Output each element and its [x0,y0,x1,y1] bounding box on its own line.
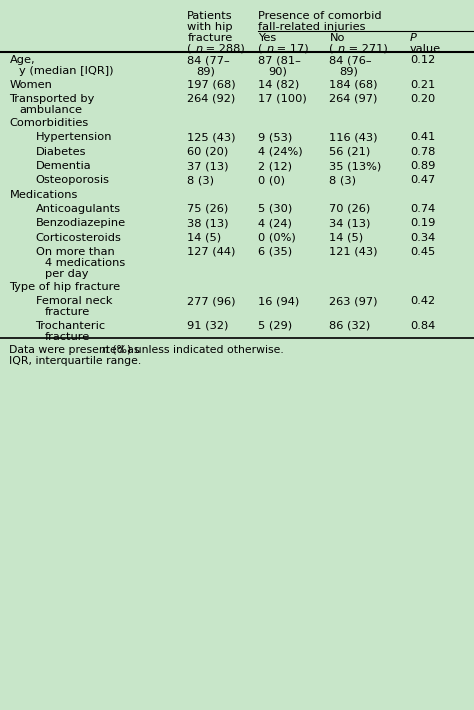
Text: 264 (92): 264 (92) [187,94,236,104]
Text: 0.21: 0.21 [410,80,435,89]
Text: 0.34: 0.34 [410,233,435,243]
Text: 4 medications: 4 medications [45,258,125,268]
Text: 8 (3): 8 (3) [329,175,356,185]
Text: 60 (20): 60 (20) [187,147,228,157]
Text: = 17): = 17) [273,43,309,54]
Text: Type of hip fracture: Type of hip fracture [9,282,120,292]
Text: 121 (43): 121 (43) [329,247,378,257]
Text: 127 (44): 127 (44) [187,247,236,257]
Text: 0.74: 0.74 [410,204,435,214]
Text: Anticoagulants: Anticoagulants [36,204,121,214]
Text: 14 (5): 14 (5) [187,233,221,243]
Text: 0.20: 0.20 [410,94,435,104]
Text: Women: Women [9,80,52,89]
Text: 38 (13): 38 (13) [187,218,229,228]
Text: 197 (68): 197 (68) [187,80,236,89]
Text: Femoral neck: Femoral neck [36,296,112,307]
Text: with hip: with hip [187,21,233,32]
Text: 277 (96): 277 (96) [187,296,236,307]
Text: Diabetes: Diabetes [36,147,86,157]
Text: (%) unless indicated otherwise.: (%) unless indicated otherwise. [109,345,284,355]
Text: Yes: Yes [258,33,277,43]
Text: value: value [410,43,441,54]
Text: Comorbidities: Comorbidities [9,118,89,128]
Text: 90): 90) [268,66,287,77]
Text: Medications: Medications [9,190,78,200]
Text: 16 (94): 16 (94) [258,296,300,307]
Text: Data were presented as: Data were presented as [9,345,144,355]
Text: 0.19: 0.19 [410,218,436,228]
Text: y (median [IQR]): y (median [IQR]) [19,66,113,77]
Text: 87 (81–: 87 (81– [258,55,301,65]
Text: Corticosteroids: Corticosteroids [36,233,121,243]
Text: 75 (26): 75 (26) [187,204,228,214]
Text: ambulance: ambulance [19,105,82,115]
Text: Presence of comorbid: Presence of comorbid [258,11,382,21]
Text: 89): 89) [197,66,216,77]
Text: 86 (32): 86 (32) [329,321,371,331]
Text: 17 (100): 17 (100) [258,94,307,104]
Text: Hypertension: Hypertension [36,133,112,143]
Text: 5 (29): 5 (29) [258,321,292,331]
Text: 14 (82): 14 (82) [258,80,300,89]
Text: = 288): = 288) [202,43,245,54]
Text: n: n [102,345,109,355]
Text: n: n [196,43,203,54]
Text: 56 (21): 56 (21) [329,147,371,157]
Text: 37 (13): 37 (13) [187,161,229,171]
Text: 125 (43): 125 (43) [187,133,236,143]
Text: 0.41: 0.41 [410,133,435,143]
Text: fall-related injuries: fall-related injuries [258,21,366,32]
Text: 2 (12): 2 (12) [258,161,292,171]
Text: (: ( [187,43,191,54]
Text: 0 (0%): 0 (0%) [258,233,296,243]
Text: per day: per day [45,269,89,279]
Text: Transported by: Transported by [9,94,95,104]
Text: (: ( [258,43,263,54]
Text: 0.78: 0.78 [410,147,436,157]
Text: Age,: Age, [9,55,35,65]
Text: 0.89: 0.89 [410,161,436,171]
Text: Osteoporosis: Osteoporosis [36,175,109,185]
Text: n: n [267,43,274,54]
Text: Patients: Patients [187,11,233,21]
Text: 0.84: 0.84 [410,321,435,331]
Text: 84 (77–: 84 (77– [187,55,230,65]
Text: 70 (26): 70 (26) [329,204,371,214]
Text: 8 (3): 8 (3) [187,175,214,185]
Text: = 271): = 271) [345,43,387,54]
Text: 0 (0): 0 (0) [258,175,285,185]
Text: fracture: fracture [187,33,232,43]
Text: 4 (24%): 4 (24%) [258,147,303,157]
Text: 4 (24): 4 (24) [258,218,292,228]
Text: 0.12: 0.12 [410,55,435,65]
Text: 9 (53): 9 (53) [258,133,292,143]
Text: n: n [338,43,345,54]
Text: 116 (43): 116 (43) [329,133,378,143]
Text: 89): 89) [339,66,358,77]
Text: 6 (35): 6 (35) [258,247,292,257]
Text: 0.47: 0.47 [410,175,435,185]
Text: On more than: On more than [36,247,114,257]
Text: 35 (13%): 35 (13%) [329,161,382,171]
Text: 5 (30): 5 (30) [258,204,292,214]
Text: 184 (68): 184 (68) [329,80,378,89]
Text: 34 (13): 34 (13) [329,218,371,228]
Text: 84 (76–: 84 (76– [329,55,372,65]
Text: Benzodiazepine: Benzodiazepine [36,218,126,228]
Text: 91 (32): 91 (32) [187,321,228,331]
Text: 0.42: 0.42 [410,296,435,307]
Text: fracture: fracture [45,307,90,317]
Text: 264 (97): 264 (97) [329,94,378,104]
Text: P: P [410,33,417,43]
Text: 263 (97): 263 (97) [329,296,378,307]
Text: 0.45: 0.45 [410,247,435,257]
Text: Dementia: Dementia [36,161,91,171]
Text: fracture: fracture [45,332,90,342]
Text: No: No [329,33,345,43]
Text: 14 (5): 14 (5) [329,233,364,243]
Text: IQR, interquartile range.: IQR, interquartile range. [9,356,142,366]
Text: Trochanteric: Trochanteric [36,321,106,331]
Text: (: ( [329,43,334,54]
